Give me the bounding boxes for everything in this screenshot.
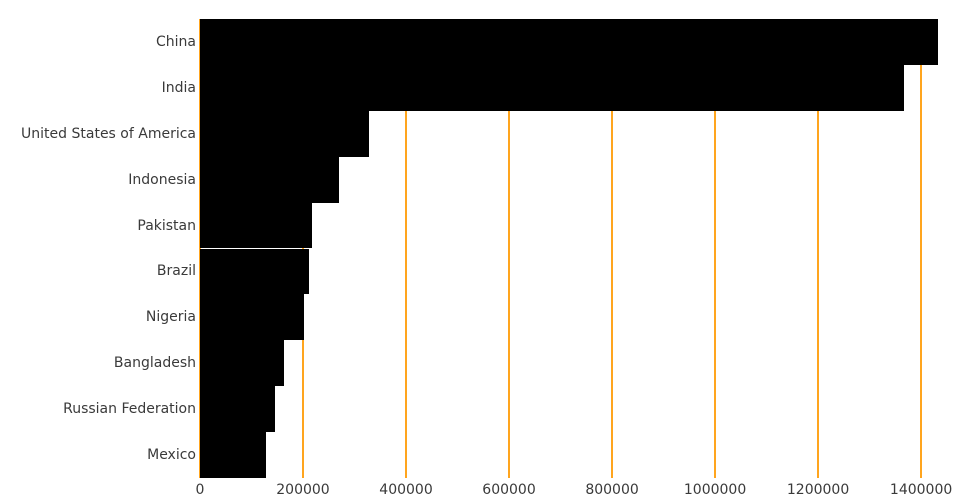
x-axis-tick-label: 1400000	[889, 482, 953, 498]
x-axis-tick-label: 400000	[379, 482, 433, 498]
bar	[200, 19, 939, 65]
bar	[200, 202, 312, 249]
bar	[200, 248, 309, 295]
gridline	[920, 19, 922, 478]
y-axis-label: Russian Federation	[63, 401, 196, 418]
bar	[200, 340, 284, 387]
y-axis-label: Nigeria	[145, 309, 196, 326]
y-axis-label: Brazil	[156, 263, 196, 280]
bar	[200, 110, 370, 157]
x-axis-tick-label: 200000	[276, 482, 330, 498]
x-axis-tick-label: 0	[195, 482, 205, 498]
bar	[200, 294, 304, 341]
y-axis-label: China	[156, 33, 196, 50]
y-axis-label: India	[161, 79, 196, 96]
gridline	[405, 19, 407, 478]
y-axis-label: United States of America	[21, 125, 196, 142]
bar	[200, 432, 266, 478]
bar	[200, 156, 340, 203]
gridline	[611, 19, 613, 478]
bar	[200, 64, 904, 111]
gridline	[714, 19, 716, 478]
y-axis-label: Bangladesh	[113, 355, 196, 372]
x-axis-tick-label: 1200000	[786, 482, 850, 498]
x-axis-tick-label: 800000	[585, 482, 639, 498]
gridline	[508, 19, 510, 478]
y-axis-label: Pakistan	[137, 217, 196, 234]
x-axis-tick-label: 600000	[482, 482, 536, 498]
y-axis-label: Mexico	[147, 447, 196, 464]
plot-area	[199, 19, 952, 478]
x-axis-tick-label: 1000000	[683, 482, 747, 498]
bar	[200, 386, 276, 433]
gridline	[817, 19, 819, 478]
y-axis-label: Indonesia	[128, 171, 196, 188]
